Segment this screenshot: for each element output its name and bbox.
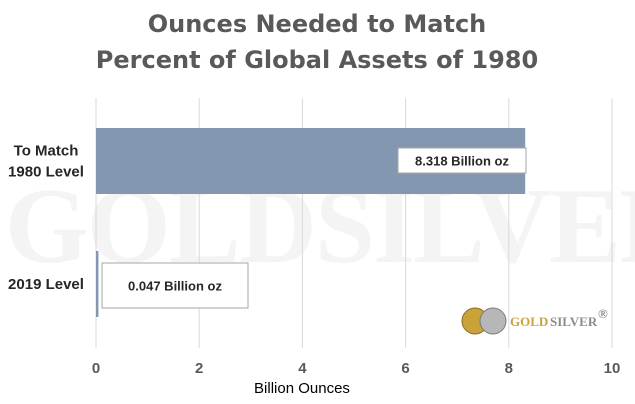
chart-title-line: Ounces Needed to Match [148,10,487,38]
data-label: 8.318 Billion oz [415,154,509,169]
goldsilver-logo: GOLD SILVER® [461,306,608,335]
silver-coin-icon [479,307,507,335]
x-tick-label: 4 [298,360,307,377]
category-label: To Match [14,143,79,160]
data-label-box [101,262,249,309]
data-label: 0.047 Billion oz [128,279,222,294]
x-tick-label: 0 [92,360,100,377]
bar [96,251,99,317]
logo-registered-mark: ® [598,306,608,321]
chart-title-line: Percent of Global Assets of 1980 [96,46,538,74]
data-label-box [397,147,527,174]
x-tick-label: 8 [505,360,513,377]
category-label: 2019 Level [8,276,84,293]
logo-gold-text: GOLD [510,314,548,329]
x-axis-label: Billion Ounces [254,380,350,397]
x-tick-label: 6 [401,360,409,377]
category-label: 1980 Level [8,164,84,181]
x-tick-label: 10 [604,360,621,377]
logo-silver-text: SILVER [550,314,598,329]
x-tick-label: 2 [195,360,203,377]
